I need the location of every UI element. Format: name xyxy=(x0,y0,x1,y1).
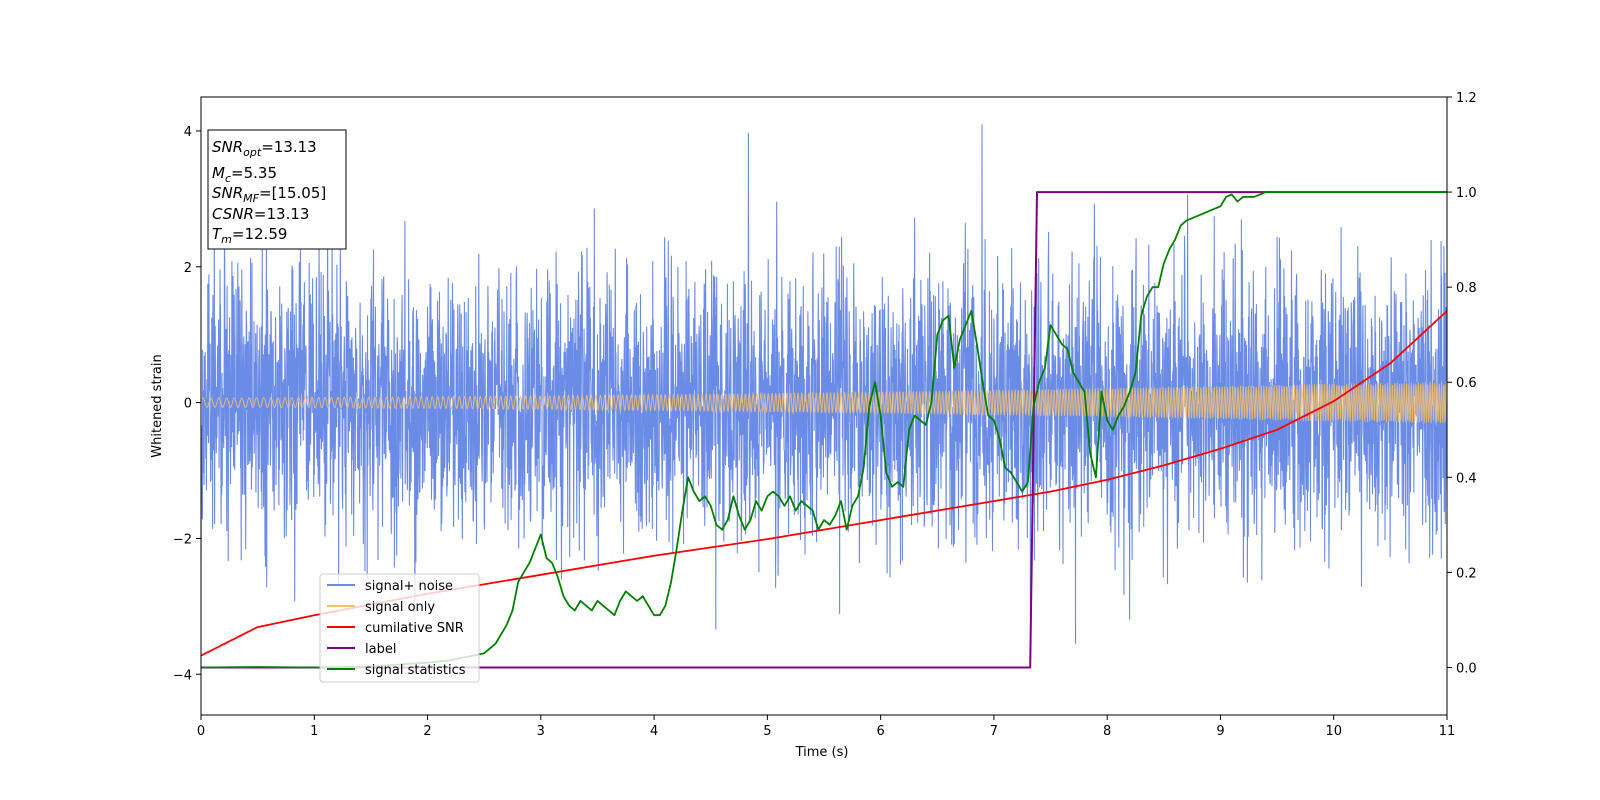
x-tick-label: 3 xyxy=(537,724,545,739)
x-tick-label: 4 xyxy=(650,724,658,739)
annot-snr-mf: SNRMF=[15.05] xyxy=(212,184,326,205)
x-tick-label: 9 xyxy=(1216,724,1224,739)
y2-tick-label: 0.6 xyxy=(1456,376,1477,391)
y-axis-label: Whitened strain xyxy=(150,354,165,457)
y-tick-label: 4 xyxy=(184,125,192,140)
series-signal-noise xyxy=(201,124,1447,644)
annot-snr-opt: SNRopt=13.13 xyxy=(212,138,317,159)
legend-label-cumulative-snr: cumilative SNR xyxy=(365,621,464,636)
legend-label-signal-noise: signal+ noise xyxy=(365,579,453,594)
x-tick-label: 5 xyxy=(763,724,771,739)
annot-csnr: CSNR=13.13 xyxy=(212,205,309,223)
x-tick-label: 11 xyxy=(1439,724,1456,739)
series-signal-statistics xyxy=(201,191,1447,669)
x-tick-label: 2 xyxy=(423,724,431,739)
y-axis-ticks: 4 2 0 −2 −4 xyxy=(173,125,201,683)
legend-item-cumulative-snr: cumilative SNR xyxy=(327,621,464,636)
legend-item-signal-only: signal only xyxy=(327,600,435,615)
series-label xyxy=(201,191,1447,669)
legend-item-label: label xyxy=(327,642,396,657)
legend-label-signal-only: signal only xyxy=(365,600,435,615)
legend-item-signal-statistics: signal statistics xyxy=(327,663,466,678)
y-tick-label: 2 xyxy=(184,261,192,276)
x-tick-label: 10 xyxy=(1325,724,1342,739)
x-tick-label: 0 xyxy=(197,724,205,739)
x-tick-label: 7 xyxy=(990,724,998,739)
y2-tick-label: 0.2 xyxy=(1456,566,1477,581)
y2-tick-label: 1.0 xyxy=(1456,186,1477,201)
annotation-box: SNRopt=13.13 Mc=5.35 SNRMF=[15.05] CSNR=… xyxy=(207,129,347,250)
annot-tm: Tm=12.59 xyxy=(212,225,287,246)
series-signal-only xyxy=(201,381,1447,424)
y-tick-label: −4 xyxy=(173,668,192,683)
x-axis-label: Time (s) xyxy=(795,745,849,760)
x-tick-label: 6 xyxy=(876,724,884,739)
legend-item-signal-noise: signal+ noise xyxy=(327,579,453,594)
annot-mc: Mc=5.35 xyxy=(212,164,277,185)
x-axis-ticks: 0 1 2 3 4 5 6 7 8 9 10 11 xyxy=(197,715,1455,739)
plot-frame xyxy=(200,96,1448,716)
y-tick-label: 0 xyxy=(184,397,192,412)
y2-tick-label: 0.0 xyxy=(1456,661,1477,676)
x-tick-label: 8 xyxy=(1103,724,1111,739)
y2-tick-label: 1.2 xyxy=(1456,91,1477,106)
y2-axis-ticks: 1.2 1.0 0.8 0.6 0.4 0.2 0.0 xyxy=(1447,91,1477,676)
y-tick-label: −2 xyxy=(173,532,192,547)
legend-label-signal-statistics: signal statistics xyxy=(365,663,466,678)
legend: signal+ noise signal only cumilative SNR… xyxy=(319,573,480,683)
legend-label-label: label xyxy=(365,642,396,657)
x-tick-label: 1 xyxy=(310,724,318,739)
y2-tick-label: 0.4 xyxy=(1456,471,1477,486)
y2-tick-label: 0.8 xyxy=(1456,281,1477,296)
